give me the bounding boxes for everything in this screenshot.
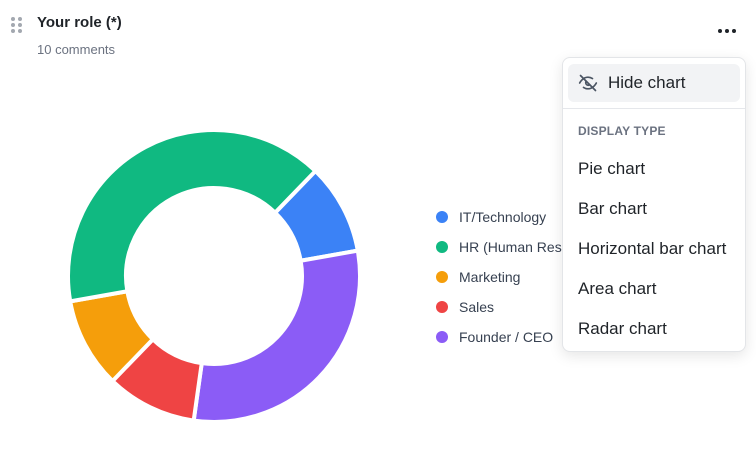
- hide-chart-button[interactable]: Hide chart: [568, 64, 740, 102]
- chart-options-menu: Hide chart DISPLAY TYPE Pie chart Bar ch…: [562, 57, 746, 352]
- menu-item-area-chart[interactable]: Area chart: [578, 279, 657, 298]
- legend-label: Sales: [459, 299, 495, 315]
- drag-handle-icon[interactable]: [11, 17, 23, 35]
- eye-off-icon: [578, 74, 598, 92]
- legend-swatch: [436, 211, 448, 223]
- donut-chart: [66, 128, 362, 424]
- legend-item[interactable]: Founder / CEO: [436, 322, 562, 352]
- display-type-heading: DISPLAY TYPE: [578, 124, 666, 138]
- menu-item-horizontal-bar-chart[interactable]: Horizontal bar chart: [578, 239, 727, 258]
- legend-swatch: [436, 301, 448, 313]
- comment-count: 10 comments: [37, 42, 116, 57]
- donut-slice-founder-ceo[interactable]: [191, 248, 362, 424]
- legend-label: HR (Human Res: [459, 239, 562, 255]
- donut-slice-hr-human-resources[interactable]: [66, 128, 318, 304]
- legend-item[interactable]: IT/Technology: [436, 202, 562, 232]
- legend-swatch: [436, 271, 448, 283]
- chart-legend: IT/Technology HR (Human Res Marketing Sa…: [436, 202, 562, 352]
- hide-chart-label: Hide chart: [608, 73, 686, 92]
- menu-item-pie-chart[interactable]: Pie chart: [578, 159, 646, 178]
- card-title: Your role (*): [37, 14, 122, 31]
- legend-swatch: [436, 331, 448, 343]
- legend-label: Marketing: [459, 269, 521, 285]
- legend-item[interactable]: Sales: [436, 292, 562, 322]
- legend-label: IT/Technology: [459, 209, 547, 225]
- more-options-button[interactable]: [710, 20, 744, 42]
- more-horizontal-icon: [718, 29, 722, 33]
- menu-divider: [563, 108, 745, 109]
- legend-label: Founder / CEO: [459, 329, 554, 345]
- menu-item-radar-chart[interactable]: Radar chart: [578, 319, 667, 338]
- menu-item-bar-chart[interactable]: Bar chart: [578, 199, 647, 218]
- display-type-options: Pie chart Bar chart Horizontal bar chart…: [563, 149, 745, 349]
- legend-item[interactable]: Marketing: [436, 262, 562, 292]
- legend-item[interactable]: HR (Human Res: [436, 232, 562, 262]
- legend-swatch: [436, 241, 448, 253]
